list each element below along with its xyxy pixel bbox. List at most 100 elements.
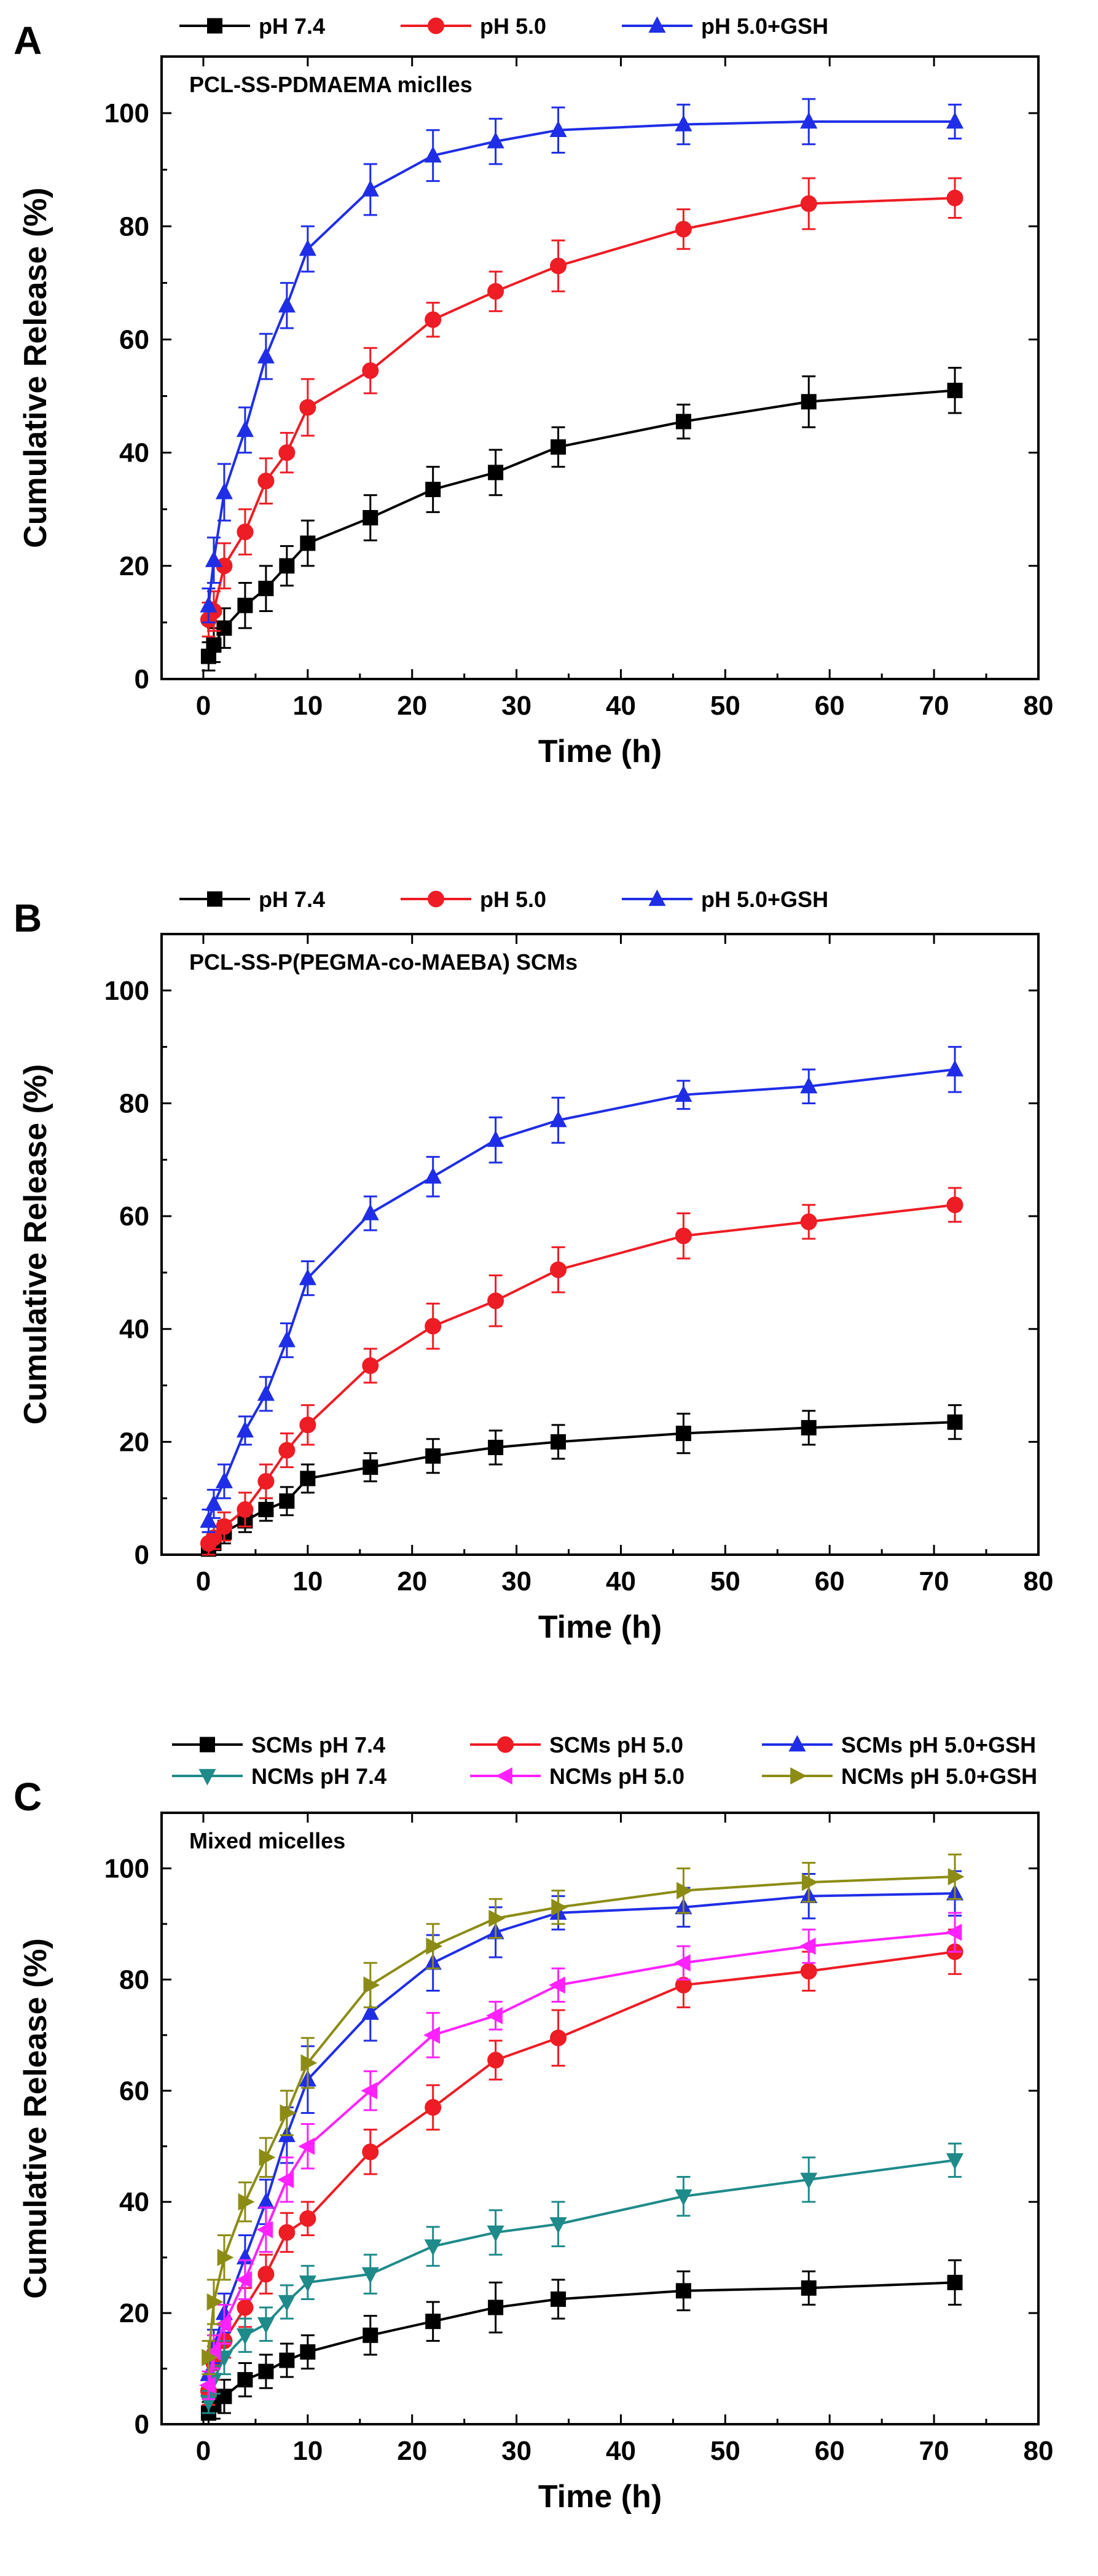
data-point [487,2052,504,2069]
data-point [549,120,567,138]
data-point [205,1529,222,1546]
y-tick-label: 80 [119,211,149,242]
data-point [257,2192,275,2209]
data-point [801,1420,817,1435]
data-point [278,2295,296,2312]
legend-item: NCMs pH 7.4 [172,1764,386,1789]
data-point [946,189,963,206]
data-point [425,481,441,497]
x-tick-label: 60 [815,691,845,721]
legend-marker [790,1767,807,1785]
x-tick-label: 30 [501,2436,531,2466]
data-point [280,2104,297,2122]
data-point [800,1213,817,1230]
data-point [550,257,567,275]
data-point [426,1938,443,1955]
legend-item: pH 5.0+GSH [622,887,828,912]
data-point [424,146,442,163]
data-point [217,2248,234,2266]
y-tick-label: 40 [119,438,149,468]
data-point [361,179,379,197]
data-point [237,597,253,613]
plot-title: Mixed micelles [189,1828,345,1853]
legend-label: pH 7.4 [259,14,325,39]
legend-marker [428,17,444,34]
series-ph-5-0-gsh [200,98,964,624]
legend-marker [207,891,222,907]
data-point [425,2314,441,2330]
x-tick-label: 80 [1024,1566,1054,1596]
data-point [257,2317,275,2334]
series-ph-7-4 [200,367,963,672]
data-point [425,2099,442,2116]
x-tick-label: 40 [606,1566,636,1596]
data-point [800,1963,817,1980]
series-ph-5-0 [200,1187,963,1556]
x-tick-label: 0 [196,2436,211,2466]
x-tick-label: 70 [919,1566,949,1596]
data-point [300,535,316,551]
data-point [299,399,316,416]
data-point [278,2224,296,2241]
data-point [361,2082,378,2100]
data-point [299,2276,316,2292]
series-line [207,120,955,606]
data-point [675,221,692,238]
x-axis-label: Time (h) [538,2479,662,2515]
legend-label: SCMs pH 7.4 [251,1732,385,1757]
chart-panel-c: C Mixed micelles 0 10 20 30 40 50 60 70 80 0 20 40 60 8… [14,1732,1053,2515]
data-point [488,465,504,481]
series-ph-5-0 [200,177,963,638]
data-point [549,1110,567,1128]
data-point [299,239,316,256]
legend-label: pH 5.0+GSH [701,14,828,39]
x-tick-label: 20 [397,1566,427,1596]
data-point [216,1518,233,1535]
x-tick-label: 30 [501,1566,531,1596]
data-point [551,2291,567,2307]
y-axis-label: Cumulative Release (%) [18,1938,53,2299]
series-line [207,2281,955,2414]
data-point [551,439,567,455]
data-point [278,296,296,313]
data-point [549,1976,565,1994]
legend-marker [207,18,222,34]
data-point [363,1976,380,1994]
legend-label: pH 7.4 [259,887,325,912]
y-tick-label: 100 [104,976,149,1006]
legend-marker [200,1737,215,1753]
data-point [945,1923,962,1941]
data-point [257,473,275,490]
data-point [237,1501,254,1518]
x-tick-label: 40 [606,2436,636,2466]
x-tick-label: 80 [1024,2436,1054,2466]
data-point [425,1317,442,1335]
legend-label: SCMs pH 5.0+GSH [841,1732,1036,1757]
data-point [298,2137,315,2155]
data-point [423,2026,440,2044]
legend-marker [648,16,666,33]
data-point [237,2372,253,2388]
data-point [363,510,378,526]
legend-item: NCMs pH 5.0+GSH [762,1764,1037,1789]
data-point [277,2170,294,2189]
series-ncms-ph-7-4 [200,2142,964,2414]
legend-item: pH 7.4 [179,887,325,912]
data-point [947,2274,963,2290]
data-point [361,1204,379,1220]
data-point [947,1867,965,1886]
legend: SCMs pH 7.4 SCMs pH 5.0 SCMs pH 5.0+GSH NCM… [172,1732,1037,1789]
data-point [800,112,818,129]
data-point [549,2217,567,2234]
legend-label: pH 5.0+GSH [701,887,828,912]
y-tick-label: 40 [119,1314,149,1345]
data-point [299,2210,316,2227]
plot-title: PCL-SS-PDMAEMA miclles [189,72,473,97]
x-tick-label: 0 [196,691,211,721]
legend-item: pH 5.0 [401,14,546,39]
data-point [257,347,275,364]
data-point [946,2153,964,2170]
data-point [259,2148,276,2166]
x-tick-label: 70 [919,691,949,721]
legend-label: NCMs pH 5.0 [549,1764,684,1789]
